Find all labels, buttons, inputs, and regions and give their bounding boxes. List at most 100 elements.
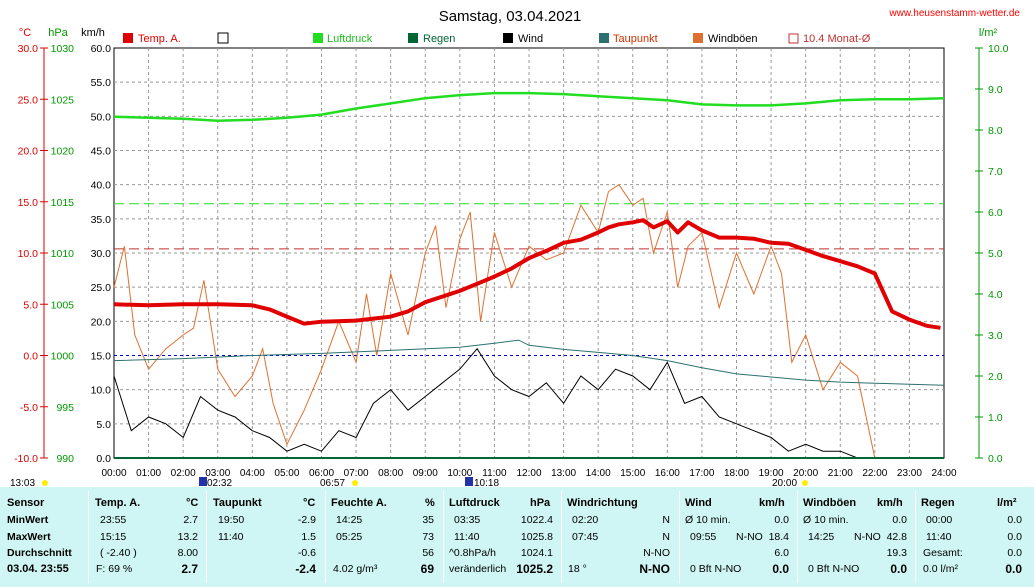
press-forecast: veränderlich <box>449 563 507 575</box>
gust-max-time: 14:25 <box>808 531 835 543</box>
marker-evening-time: 20:00 <box>772 478 797 487</box>
time-tick-label: 01:00 <box>136 468 161 479</box>
temp-unit-label: °C <box>19 27 31 39</box>
dir-cur-degrees: 18 ° <box>568 563 587 575</box>
col-press-header: Luftdruck <box>449 497 500 509</box>
rain-total-value: 0.0 <box>1007 547 1022 559</box>
row-max-label: MaxWert <box>7 531 51 543</box>
gust-cur-value: 0.0 <box>890 562 907 576</box>
legend-blank-swatch <box>217 32 229 44</box>
col-press-unit: hPa <box>530 497 551 509</box>
time-tick-label: 22:00 <box>862 468 887 479</box>
dir-max-value: N <box>662 531 670 543</box>
wind-tick-label: 35.0 <box>91 214 112 226</box>
temp-tick-label: -10.0 <box>14 453 38 465</box>
wind-series-line <box>113 347 875 459</box>
col-temp-header: Temp. A. <box>95 497 141 509</box>
wind-avg-value: 6.0 <box>774 547 789 559</box>
hum-min-value: 35 <box>422 514 434 526</box>
col-hum-unit: % <box>425 497 435 509</box>
wind-tick-label: 60.0 <box>91 43 112 55</box>
marker-moon-time: 02:32 <box>207 478 232 487</box>
row-cur-label: 03.04. 23:55 <box>7 563 69 575</box>
temp-min-value: 2.7 <box>183 514 198 526</box>
marker-morning-time: 06:57 <box>320 478 345 487</box>
wind-cur-beaufort: 0 Bft N-NO <box>690 563 742 575</box>
wind-max-value: 18.4 <box>768 531 789 543</box>
event-markers: 13:03 02:32 06:57 10:18 20:00 <box>10 477 808 487</box>
marker-sunrise-time: 13:03 <box>10 478 35 487</box>
pressure-tick-label: 1025 <box>51 94 75 106</box>
legend-rain-swatch <box>408 33 418 43</box>
col-dew-header: Taupunkt <box>213 497 262 509</box>
sun-icon-2 <box>352 480 358 486</box>
dew-max-value: 1.5 <box>301 531 316 543</box>
legend-temp-swatch <box>123 33 133 43</box>
pressure-tick-label: 1030 <box>51 43 75 55</box>
wind-unit-label: km/h <box>81 27 105 39</box>
rain-tick-label: 6.0 <box>988 207 1003 219</box>
legend-gusts-label: Windböen <box>708 33 758 45</box>
wind-tick-label: 50.0 <box>91 111 112 123</box>
wind-tick-label: 15.0 <box>91 351 112 363</box>
press-avg-value: 1024.1 <box>520 547 553 559</box>
temp-max-value: 13.2 <box>177 531 198 543</box>
col-wind-header: Wind <box>685 497 712 509</box>
press-trend: ^0.8hPa/h <box>449 547 496 559</box>
wind-tick-label: 20.0 <box>91 316 112 328</box>
wind-max-dir: N-NO <box>736 531 763 543</box>
legend-monthavg-swatch <box>788 33 799 44</box>
wind-avg10-label: Ø 10 min. <box>685 514 731 526</box>
temp-tick-label: 15.0 <box>18 197 39 209</box>
legend-rain-label: Regen <box>423 33 455 45</box>
row-avg-label: Durchschnitt <box>7 547 72 559</box>
sun-icon-3 <box>802 480 808 486</box>
wind-tick-label: 45.0 <box>91 146 112 158</box>
temp-max-time: 15:15 <box>100 531 127 543</box>
row-min-label: MinWert <box>7 514 49 526</box>
rain-tick-label: 8.0 <box>988 125 1003 137</box>
pressure-tick-label: 990 <box>56 453 74 465</box>
dir-min-value: N <box>662 514 670 526</box>
wind-tick-label: 30.0 <box>91 248 112 260</box>
moon-icon <box>199 477 207 486</box>
time-tick-label: 13:00 <box>551 468 576 479</box>
weather-chart: Samstag, 03.04.2021 www.heusenstamm-wett… <box>10 8 1020 487</box>
dewpoint-series-line <box>113 339 945 386</box>
gust-min-value: 0.0 <box>892 514 907 526</box>
dir-cur-value: N-NO <box>639 562 670 576</box>
rain-tick-label: 1.0 <box>988 412 1003 424</box>
press-min-value: 1022.4 <box>520 514 553 526</box>
press-cur-value: 1025.2 <box>516 562 553 576</box>
gusts-series-line <box>113 184 876 459</box>
marker-moon-time-2: 10:18 <box>474 478 499 487</box>
time-tick-label: 00:00 <box>101 468 126 479</box>
legend-temp-label: Temp. A. <box>138 33 181 45</box>
rain-unit-label: l/m² <box>979 27 998 39</box>
time-tick-label: 11:00 <box>482 468 507 479</box>
time-tick-label: 02:00 <box>171 468 196 479</box>
col-wind-unit: km/h <box>759 497 785 509</box>
wind-tick-label: 55.0 <box>91 77 112 89</box>
rain-tick-label: 4.0 <box>988 289 1003 301</box>
rain-tick-label: 5.0 <box>988 248 1003 260</box>
dew-min-value: -2.9 <box>297 514 316 526</box>
dir-min-time: 02:20 <box>572 514 599 526</box>
temp-min-time: 23:55 <box>100 514 127 526</box>
pressure-tick-label: 1010 <box>51 248 75 260</box>
dew-max-time: 11:40 <box>218 531 244 543</box>
rain-cur-note: 0.0 l/m² <box>923 563 959 575</box>
time-tick-label: 06:00 <box>309 468 334 479</box>
time-tick-label: 05:00 <box>274 468 299 479</box>
press-max-time: 11:40 <box>454 531 480 543</box>
rain-tick-label: 7.0 <box>988 166 1003 178</box>
time-tick-label: 09:00 <box>413 468 438 479</box>
temp-series-line <box>113 218 941 330</box>
time-tick-label: 23:00 <box>897 468 922 479</box>
time-tick-label: 14:00 <box>586 468 611 479</box>
grid <box>114 48 944 458</box>
time-tick-label: 24:00 <box>931 468 956 479</box>
temp-tick-label: 20.0 <box>18 146 39 158</box>
series-group <box>113 91 945 459</box>
temp-avg-value: 8.00 <box>177 547 198 559</box>
